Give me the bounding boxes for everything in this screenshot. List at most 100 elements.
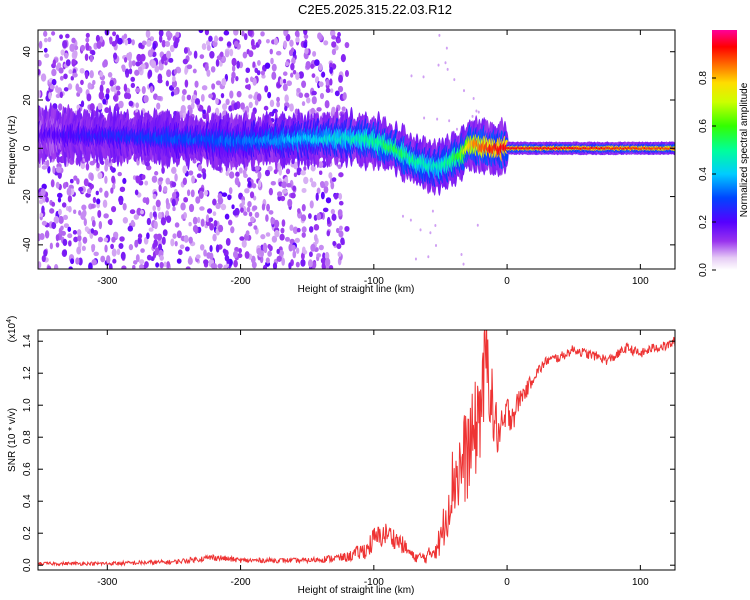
- spectrogram-noise-cell: [234, 177, 240, 186]
- spectrogram-noise-cell: [89, 103, 95, 112]
- spectrogram-noise-cell: [319, 92, 325, 100]
- spectrogram-noise-cell: [100, 80, 106, 86]
- x-tick-label: 0: [504, 276, 510, 287]
- spectrogram-noise-cell: [141, 174, 146, 180]
- spectrogram-noise-cell: [269, 99, 275, 108]
- spectrogram-noise-cell: [41, 255, 46, 263]
- spectrogram-noise-cell: [175, 31, 180, 38]
- y-tick-label: 0.4: [22, 494, 33, 508]
- spectrogram-noise-cell: [337, 251, 342, 257]
- spectrogram-noise-cell: [254, 98, 259, 106]
- spectrogram-noise-cell: [112, 95, 117, 101]
- spectrogram-noise-cell: [286, 183, 292, 188]
- spectrogram-noise-cell: [332, 240, 337, 247]
- spectrogram-noise-cell: [260, 31, 265, 37]
- spectrogram-noise-cell: [138, 42, 143, 49]
- spectrogram-noise-cell: [208, 35, 213, 42]
- spectrogram-noise-cell: [292, 250, 297, 259]
- spectrogram-noise-cell: [310, 181, 317, 188]
- y-tick-label: 1.2: [22, 366, 33, 380]
- spectrogram-noise-cell: [183, 196, 189, 203]
- spectrogram-noise-cell: [233, 40, 239, 47]
- spectrogram-noise-cell: [182, 58, 189, 65]
- spectrogram-noise-cell: [271, 235, 278, 243]
- colorbar-tick-label: 0.2: [698, 215, 709, 229]
- spectrogram-noise-cell: [166, 69, 172, 78]
- spectrogram-noise-cell: [105, 87, 110, 95]
- spectrogram-noise-cell: [228, 187, 233, 195]
- spectrogram-noise-cell: [256, 70, 261, 76]
- spectrogram-noise-cell: [121, 64, 126, 73]
- spectrogram-noise-cell: [331, 48, 337, 56]
- spectrogram-noise-cell: [338, 230, 344, 238]
- spectrogram-noise-cell: [90, 203, 95, 209]
- spectrogram-noise-cell: [267, 91, 272, 99]
- spectrogram-noise-cell: [243, 211, 248, 216]
- spectrogram-noise-cell: [445, 46, 448, 50]
- spectrogram-noise-cell: [91, 219, 96, 228]
- spectrogram-noise-cell: [83, 218, 87, 227]
- spectrogram-noise-cell: [248, 94, 253, 99]
- spectrogram-noise-cell: [176, 258, 182, 264]
- spectrogram-noise-cell: [125, 72, 129, 78]
- spectrogram-noise-cell: [171, 79, 178, 88]
- spectrogram-noise-cell: [436, 117, 439, 121]
- spectrogram-noise-cell: [224, 213, 230, 220]
- spectrogram-noise-cell: [231, 64, 236, 72]
- spectrogram-noise-cell: [212, 211, 217, 217]
- spectrogram-noise-cell: [52, 59, 56, 67]
- spectrogram-noise-cell: [110, 86, 116, 92]
- spectrogram-noise-cell: [155, 262, 160, 268]
- spectrogram-noise-cell: [269, 48, 273, 55]
- spectrogram-noise-cell: [305, 60, 311, 70]
- spectrogram-noise-cell: [62, 40, 68, 49]
- spectrogram-noise-cell: [320, 182, 326, 189]
- spectrogram-noise-cell: [228, 219, 233, 226]
- spectrogram-noise-cell: [135, 61, 141, 67]
- spectrogram-noise-cell: [109, 36, 113, 45]
- spectrogram-noise-cell: [271, 63, 277, 72]
- x-tick-label: 0: [504, 577, 510, 588]
- spectrogram-noise-cell: [438, 33, 441, 37]
- spectrogram-noise-cell: [248, 101, 253, 109]
- spectrogram-noise-cell: [290, 72, 294, 78]
- spectrogram-marks: [38, 30, 675, 269]
- spectrogram-noise-cell: [140, 53, 146, 62]
- spectrogram-noise-cell: [192, 94, 197, 100]
- spectrogram-noise-cell: [96, 40, 102, 49]
- colorbar-tick-label: 0.6: [698, 119, 709, 133]
- spectrogram-noise-cell: [280, 195, 286, 202]
- spectrogram-noise-cell: [336, 243, 342, 250]
- snr-xlabel: Height of straight line (km): [298, 585, 415, 596]
- spectrogram-noise-cell: [80, 44, 86, 52]
- spectrogram-noise-cell: [278, 167, 283, 176]
- spectrogram-noise-cell: [242, 169, 247, 176]
- spectrogram-noise-cell: [149, 211, 153, 219]
- spectrogram-noise-cell: [41, 183, 47, 190]
- spectrogram-noise-cell: [58, 103, 63, 111]
- spectrogram-noise-cell: [109, 165, 114, 171]
- spectrogram-noise-cell: [91, 259, 97, 266]
- spectrogram-noise-cell: [316, 212, 322, 221]
- spectrogram-noise-cell: [169, 44, 175, 53]
- spectrogram-noise-cell: [198, 30, 204, 34]
- spectrogram-noise-cell: [410, 74, 413, 78]
- spectrogram-noise-cell: [206, 44, 211, 51]
- spectrogram-noise-cell: [112, 258, 117, 264]
- spectrogram-noise-cell: [322, 207, 329, 213]
- spectrogram-noise-cell: [283, 40, 288, 49]
- spectrogram-noise-cell: [338, 225, 343, 231]
- spectrogram-noise-cell: [247, 200, 252, 208]
- spectrogram-noise-cell: [337, 31, 341, 38]
- spectrogram-noise-cell: [119, 186, 126, 193]
- spectrogram-noise-cell: [111, 40, 117, 47]
- spectrogram-noise-cell: [477, 110, 480, 114]
- spectrogram-noise-cell: [298, 71, 304, 79]
- spectrogram-noise-cell: [152, 211, 157, 218]
- spectrogram-noise-cell: [116, 90, 121, 96]
- spectrogram-noise-cell: [146, 39, 152, 47]
- spectrogram-noise-cell: [107, 219, 113, 225]
- spectrogram-noise-cell: [261, 203, 266, 211]
- colorbar-tick-label: 0.0: [698, 263, 709, 277]
- snr-ylabel: SNR (10 * v/v): [7, 408, 18, 472]
